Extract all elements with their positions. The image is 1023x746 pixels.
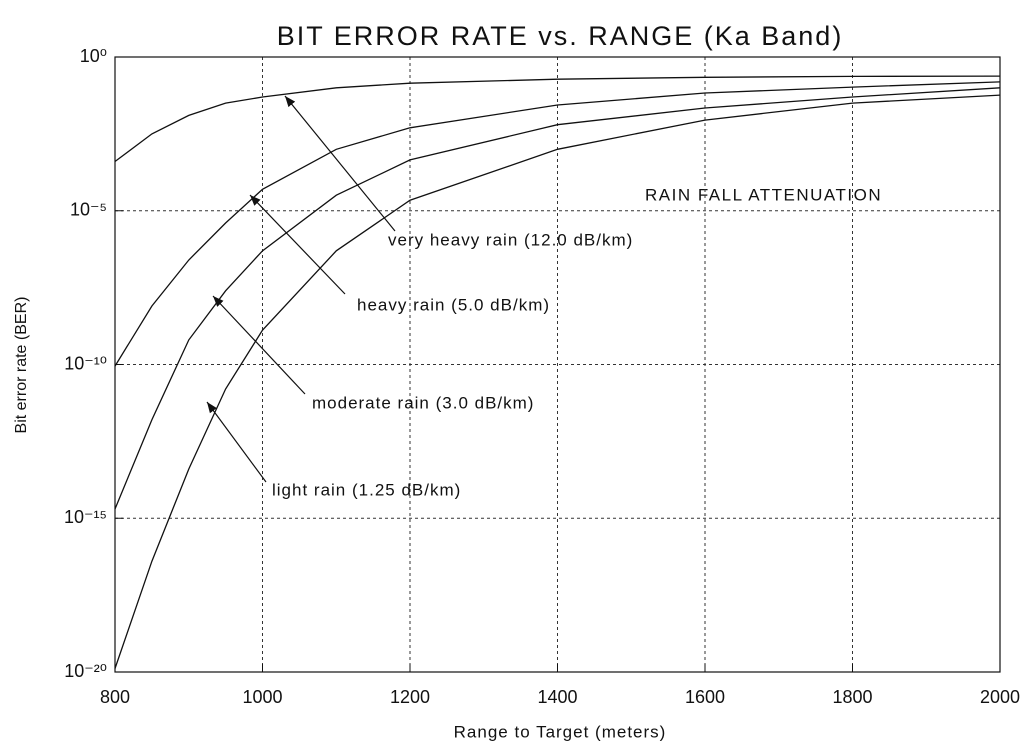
series-label: moderate rain (3.0 dB/km)	[312, 393, 534, 412]
x-tick-label: 2000	[980, 687, 1020, 707]
arrow	[212, 295, 306, 395]
series-label: heavy rain (5.0 dB/km)	[357, 295, 550, 314]
y-tick-label: 10⁻¹⁰	[64, 353, 107, 373]
arrow	[206, 401, 267, 483]
x-tick-label: 1800	[832, 687, 872, 707]
plot-frame	[114, 56, 1001, 673]
annotation: RAIN FALL ATTENUATION	[645, 185, 882, 204]
arrow	[249, 194, 346, 295]
x-axis-label: Range to Target (meters)	[454, 722, 667, 741]
series-line	[114, 94, 1001, 669]
arrow	[284, 95, 396, 232]
y-tick-label: 10⁰	[80, 46, 107, 66]
x-tick-label: 1400	[537, 687, 577, 707]
y-tick-label: 10⁻¹⁵	[64, 507, 107, 527]
series-line	[114, 87, 1001, 510]
series-line	[114, 81, 1001, 367]
x-tick-label: 1200	[390, 687, 430, 707]
y-tick-label: 10⁻²⁰	[64, 661, 107, 681]
series-label: very heavy rain (12.0 dB/km)	[388, 230, 633, 249]
x-tick-label: 800	[100, 687, 130, 707]
y-tick-label: 10⁻⁵	[70, 200, 107, 220]
series-label: light rain (1.25 dB/km)	[272, 480, 461, 499]
x-tick-label: 1600	[685, 687, 725, 707]
x-tick-label: 1000	[242, 687, 282, 707]
chart-title: BIT ERROR RATE vs. RANGE (Ka Band)	[277, 21, 844, 51]
series-line	[114, 75, 1001, 163]
y-axis-label: Bit error rate (BER)	[13, 297, 30, 434]
